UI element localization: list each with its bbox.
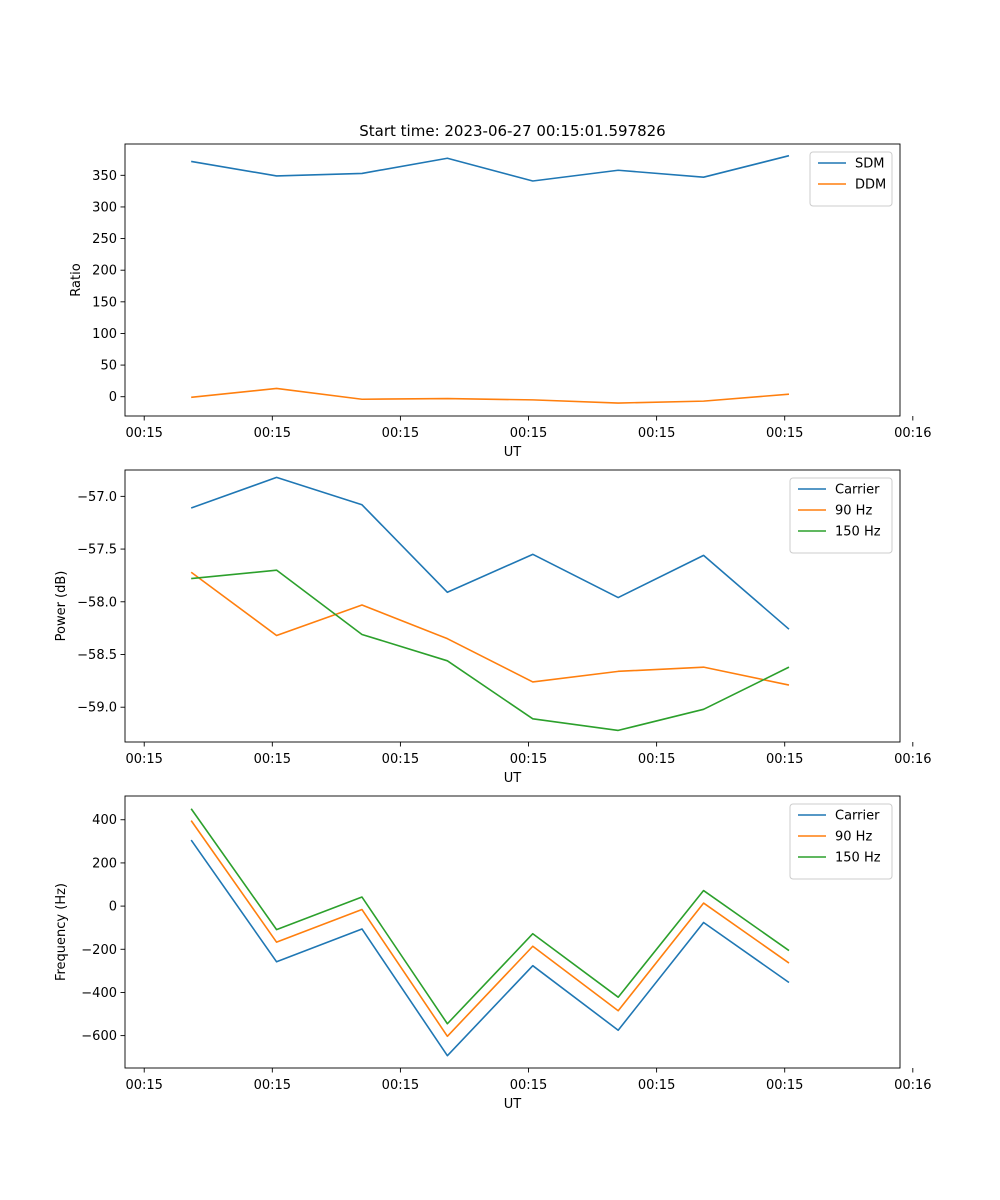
- x-tick-label-1-4: 00:15: [510, 426, 547, 441]
- y-tick-label-1-2: 50: [100, 359, 117, 374]
- chart-panel-2: 00:15 00:15 00:15 00:15 00:15 00:15 00:16 −59.0…: [54, 469, 932, 786]
- legend-label-3-1: Carrier: [835, 809, 880, 824]
- x-tick-label-3-2: 00:15: [254, 1078, 291, 1093]
- x-tick-label-1-1: 00:15: [125, 426, 162, 441]
- x-tick-label-3-3: 00:15: [382, 1078, 419, 1093]
- x-tick-label-1-6: 00:15: [766, 426, 803, 441]
- y-tick-label-2-2: −58.5: [77, 648, 117, 663]
- y-axis-label-1: Ratio: [69, 263, 84, 296]
- chart-panel-1: 00:15 00:15 00:15 00:15 00:15 00:15 00:16 0 50 10…: [69, 143, 932, 460]
- x-tick-label-2-6: 00:15: [766, 752, 803, 767]
- legend-1: SDM DDM: [809, 151, 893, 207]
- x-tick-label-3-6: 00:15: [766, 1078, 803, 1093]
- y-axis-label-3: Frequency (Hz): [54, 883, 69, 981]
- series-line-3-3: [190, 808, 790, 1025]
- legend-label-3-3: 150 Hz: [835, 851, 881, 866]
- series-line-1-1: [191, 154, 790, 182]
- x-tick-label-2-1: 00:15: [125, 752, 162, 767]
- y-tick-label-3-5: 200: [92, 856, 117, 871]
- x-tick-label-3-1: 00:15: [125, 1078, 162, 1093]
- series-line-1-2: [191, 387, 790, 404]
- legend-label-1-1: SDM: [855, 157, 884, 172]
- x-tick-label-2-3: 00:15: [382, 752, 419, 767]
- x-tick-label-2-5: 00:15: [638, 752, 675, 767]
- y-tick-label-1-3: 100: [92, 327, 117, 342]
- x-tick-label-1-3: 00:15: [382, 426, 419, 441]
- y-tick-label-3-2: −400: [81, 986, 117, 1001]
- axes-frame-3: [124, 795, 901, 1069]
- y-tick-label-2-4: −57.5: [77, 543, 117, 558]
- legend-2: Carrier 90 Hz 150 Hz: [789, 477, 893, 554]
- figure-title: Start time: 2023-06-27 00:15:01.597826: [359, 122, 665, 140]
- legend-label-2-3: 150 Hz: [835, 525, 881, 540]
- legend-label-2-2: 90 Hz: [835, 504, 872, 519]
- legend-box-2: [789, 477, 893, 554]
- legend-label-1-2: DDM: [855, 178, 886, 193]
- y-tick-label-3-4: 0: [109, 900, 117, 915]
- y-axis-label-2: Power (dB): [54, 571, 69, 642]
- y-tick-label-1-8: 350: [92, 169, 117, 184]
- x-tick-label-1-2: 00:15: [254, 426, 291, 441]
- x-tick-label-1-7: 00:16: [894, 426, 931, 441]
- axes-frame-1: [124, 143, 901, 417]
- x-axis-label-2: UT: [504, 771, 522, 786]
- legend-label-2-1: Carrier: [835, 483, 880, 498]
- x-tick-label-2-7: 00:16: [894, 752, 931, 767]
- legend-3: Carrier 90 Hz 150 Hz: [789, 803, 893, 880]
- x-tick-label-1-5: 00:15: [638, 426, 675, 441]
- y-tick-label-1-7: 300: [92, 200, 117, 215]
- x-tick-label-3-5: 00:15: [638, 1078, 675, 1093]
- y-tick-label-1-4: 150: [92, 295, 117, 310]
- y-tick-label-2-3: −58.0: [77, 595, 117, 610]
- x-tick-label-3-7: 00:16: [894, 1078, 931, 1093]
- plots: 00:15 00:15 00:15 00:15 00:15 00:15 00:16 0 50 10…: [54, 143, 932, 1112]
- series-line-3-2: [190, 820, 790, 1038]
- axes-frame-2: [124, 469, 901, 743]
- y-tick-label-1-6: 250: [92, 232, 117, 247]
- series-line-2-1: [190, 476, 790, 630]
- series-line-2-2: [190, 571, 790, 686]
- x-tick-label-2-2: 00:15: [254, 752, 291, 767]
- y-tick-label-2-5: −57.0: [77, 490, 117, 505]
- y-tick-label-3-6: 400: [92, 813, 117, 828]
- legend-box-3: [789, 803, 893, 880]
- series-line-3-1: [190, 839, 790, 1057]
- y-tick-label-3-1: −600: [81, 1029, 117, 1044]
- x-axis-label-1: UT: [504, 445, 522, 460]
- y-tick-label-3-3: −200: [81, 943, 117, 958]
- x-tick-label-2-4: 00:15: [510, 752, 547, 767]
- legend-label-3-2: 90 Hz: [835, 830, 872, 845]
- x-tick-label-3-4: 00:15: [510, 1078, 547, 1093]
- x-axis-label-3: UT: [504, 1097, 522, 1112]
- y-tick-label-1-5: 200: [92, 264, 117, 279]
- series-line-2-3: [191, 569, 790, 732]
- y-tick-label-2-1: −59.0: [77, 701, 117, 716]
- y-tick-label-1-1: 0: [109, 390, 117, 405]
- chart-panel-3: 00:15 00:15 00:15 00:15 00:15 00:15 00:16 −600 −…: [54, 795, 932, 1112]
- legend-box-1: [809, 151, 893, 207]
